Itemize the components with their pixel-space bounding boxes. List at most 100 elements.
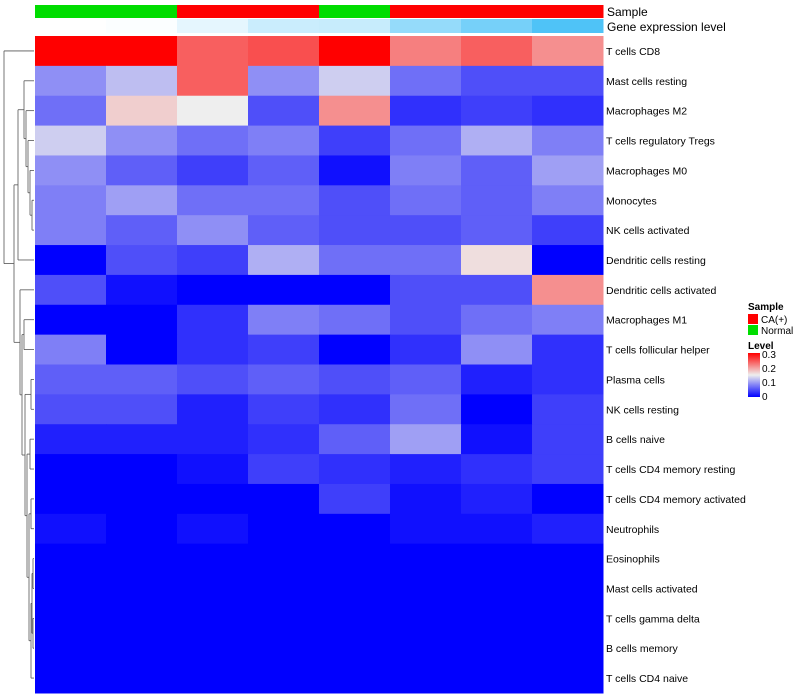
heatmap-cell <box>248 155 320 186</box>
heatmap-cell <box>532 215 604 246</box>
sample-annotation-cell <box>177 5 249 18</box>
heatmap-cell <box>461 424 533 455</box>
row-label: Plasma cells <box>606 374 665 386</box>
sample-annotation-cell <box>532 5 604 18</box>
row-label: T cells CD4 naive <box>606 673 688 685</box>
gene-expression-annotation-cell <box>177 19 249 33</box>
heatmap-cell <box>319 364 391 395</box>
heatmap-cell <box>35 95 107 127</box>
heatmap-cell <box>106 245 178 276</box>
legend-label: CA(+) <box>761 315 787 326</box>
heatmap-cell <box>319 483 391 515</box>
heatmap-cell <box>532 603 604 634</box>
heatmap-cell <box>319 424 391 455</box>
row-label: Neutrophils <box>606 524 659 536</box>
heatmap-cell <box>106 513 178 545</box>
row-label: NK cells activated <box>606 225 690 237</box>
heatmap-cell <box>35 65 107 97</box>
heatmap-cell <box>390 573 462 604</box>
heatmap-cell <box>461 155 533 186</box>
row-label: T cells regulatory Tregs <box>606 136 715 148</box>
heatmap-cell <box>35 483 107 515</box>
heatmap-cell <box>248 543 320 575</box>
heatmap-cell <box>177 543 249 575</box>
heatmap-cell <box>177 663 249 694</box>
heatmap-cell <box>177 633 249 664</box>
heatmap-cell <box>319 245 391 276</box>
heatmap-cell <box>390 155 462 186</box>
heatmap-cell <box>390 274 462 306</box>
heatmap-cell <box>35 394 107 425</box>
heatmap-cell <box>319 36 391 67</box>
heatmap-cell <box>532 65 604 97</box>
heatmap-cell <box>106 95 178 127</box>
heatmap-cell <box>35 304 107 336</box>
heatmap-cell <box>390 95 462 127</box>
heatmap-cell <box>461 543 533 575</box>
gene-expression-annotation-cell <box>319 19 391 33</box>
heatmap-cell <box>177 185 249 216</box>
heatmap-cell <box>461 573 533 604</box>
row-dendrogram <box>3 50 34 679</box>
heatmap-cell <box>461 215 533 246</box>
heatmap-cell <box>106 36 178 67</box>
heatmap-cell <box>390 334 462 365</box>
heatmap-cell <box>35 663 107 694</box>
heatmap-cell <box>461 364 533 395</box>
heatmap-cell <box>248 274 320 306</box>
row-label: T cells CD4 memory resting <box>606 464 735 476</box>
heatmap-cell <box>106 543 178 575</box>
heatmap-cell <box>177 483 249 515</box>
heatmap-cell <box>532 394 604 425</box>
heatmap-cell <box>461 95 533 127</box>
heatmap-cell <box>532 245 604 276</box>
heatmap-cell <box>532 573 604 604</box>
heatmap-cell <box>532 513 604 545</box>
heatmap-cell <box>35 36 107 67</box>
heatmap-cell <box>319 215 391 246</box>
gene-expression-annotation-cell <box>390 19 462 33</box>
heatmap-cell <box>319 543 391 575</box>
heatmap-cell <box>319 394 391 425</box>
heatmap-cell <box>35 573 107 604</box>
heatmap-cell <box>532 155 604 186</box>
heatmap-cell <box>177 424 249 455</box>
heatmap-cell <box>106 334 178 365</box>
heatmap-cell <box>532 36 604 67</box>
heatmap-cell <box>248 95 320 127</box>
heatmap-cell <box>390 394 462 425</box>
heatmap-cell <box>461 245 533 276</box>
annotation-title: Sample <box>607 5 648 19</box>
heatmap-cell <box>248 36 320 67</box>
heatmap-cell <box>390 663 462 694</box>
row-label: T cells follicular helper <box>606 345 710 357</box>
row-labels: T cells CD8 Mast cells resting Macrophages… <box>606 46 746 685</box>
heatmap-cell <box>35 633 107 664</box>
heatmap-cell <box>177 36 249 67</box>
gene-expression-annotation-cell <box>248 19 320 33</box>
heatmap-cell <box>461 663 533 694</box>
row-label: Eosinophils <box>606 554 660 566</box>
heatmap-cell <box>390 215 462 246</box>
heatmap-cell <box>106 394 178 425</box>
heatmap-cell <box>319 603 391 634</box>
heatmap-cell <box>248 483 320 515</box>
heatmap-cell <box>177 155 249 186</box>
heatmap-cell <box>319 65 391 97</box>
heatmap-cell <box>461 36 533 67</box>
heatmap-cell <box>248 245 320 276</box>
legend-colorbar <box>748 353 760 397</box>
heatmap-cell <box>177 454 249 485</box>
sample-annotation-cell <box>319 5 391 18</box>
sample-annotation-cell <box>106 5 178 18</box>
heatmap-cell <box>35 125 107 156</box>
heatmap-cell <box>532 185 604 216</box>
legend-swatch <box>748 314 758 324</box>
heatmap-cells <box>35 36 604 694</box>
heatmap-cell <box>106 155 178 186</box>
heatmap-cell <box>319 633 391 664</box>
heatmap-cell <box>248 424 320 455</box>
heatmap-cell <box>177 95 249 127</box>
heatmap-cell <box>461 394 533 425</box>
heatmap-cell <box>461 334 533 365</box>
